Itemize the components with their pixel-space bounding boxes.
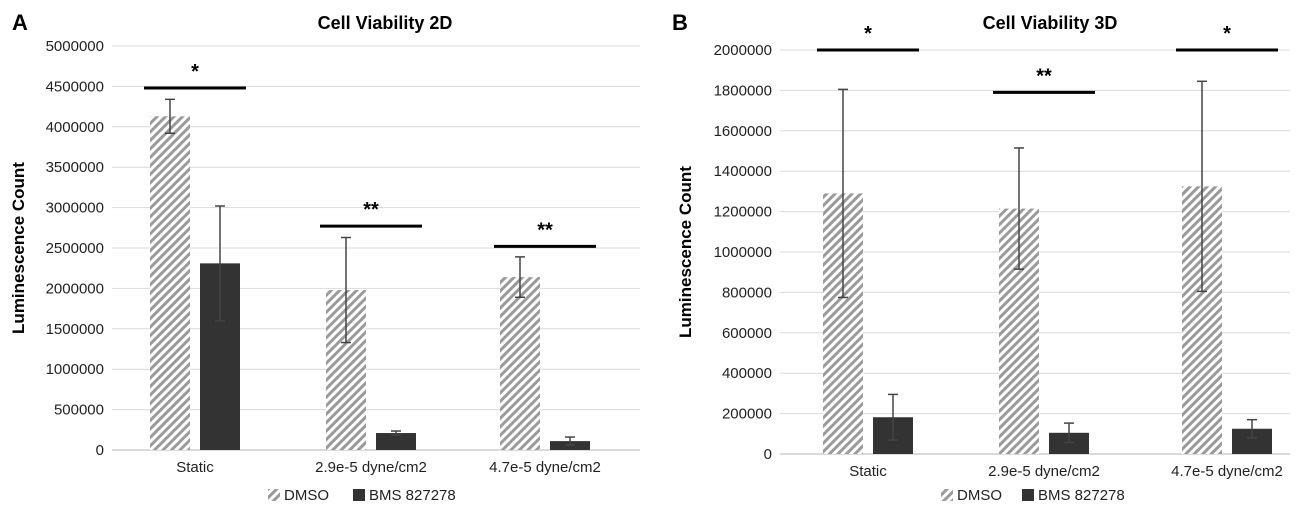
y-tick-label: 4500000 bbox=[46, 78, 104, 95]
y-tick-label: 2000000 bbox=[714, 42, 772, 59]
significance-label: * bbox=[864, 23, 872, 45]
error-bar-bms-0 bbox=[215, 205, 225, 322]
error-bar-dmso-0 bbox=[165, 98, 175, 135]
x-tick-label: Static bbox=[849, 463, 887, 480]
x-ticks-b: Static 2.9e-5 dyne/cm2 4.7e-5 dyne/cm2 bbox=[849, 463, 1283, 480]
y-tick-label: 1600000 bbox=[714, 123, 772, 140]
significance-a: ***** bbox=[144, 61, 596, 248]
legend-swatch-dmso bbox=[941, 489, 953, 501]
legend-label-dmso: DMSO bbox=[957, 487, 1002, 504]
y-tick-label: 4000000 bbox=[46, 119, 104, 136]
y-tick-label: 3000000 bbox=[46, 200, 104, 217]
bar-dmso-2 bbox=[500, 277, 540, 450]
bar-bms-1 bbox=[376, 433, 416, 450]
error-bar-dmso-2 bbox=[1197, 80, 1207, 293]
y-axis-label-a: Luminescence Count bbox=[9, 162, 28, 334]
y-tick-label: 5000000 bbox=[46, 38, 104, 55]
significance-label: * bbox=[1223, 23, 1231, 45]
error-bar-dmso-1 bbox=[341, 236, 351, 344]
error-bar-bms-2 bbox=[1247, 418, 1257, 439]
y-ticks-a: 0 500000 1000000 1500000 2000000 2500000 30000… bbox=[46, 38, 104, 459]
y-tick-label: 600000 bbox=[722, 325, 772, 342]
y-tick-label: 1200000 bbox=[714, 204, 772, 221]
significance-b: **** bbox=[817, 23, 1278, 94]
y-tick-label: 200000 bbox=[722, 406, 772, 423]
legend-b: DMSO BMS 827278 bbox=[941, 487, 1125, 504]
bars-b bbox=[823, 80, 1272, 455]
y-tick-label: 1000000 bbox=[714, 244, 772, 261]
panel-letter-a: A bbox=[12, 10, 28, 35]
error-bar-bms-1 bbox=[1064, 422, 1074, 444]
error-bar-dmso-2 bbox=[515, 256, 525, 299]
chart-panel-b: B Cell Viability 3D Luminescence Count 0… bbox=[672, 10, 1290, 504]
error-bar-bms-2 bbox=[565, 436, 575, 446]
legend-label-dmso: DMSO bbox=[284, 487, 329, 504]
y-tick-label: 2000000 bbox=[46, 280, 104, 297]
x-ticks-a: Static 2.9e-5 dyne/cm2 4.7e-5 dyne/cm2 bbox=[176, 459, 601, 476]
y-tick-label: 0 bbox=[96, 442, 104, 459]
y-axis-label-b: Luminescence Count bbox=[676, 166, 695, 338]
bars-a bbox=[150, 98, 590, 451]
legend-label-bms: BMS 827278 bbox=[1038, 487, 1125, 504]
y-tick-label: 400000 bbox=[722, 365, 772, 382]
y-tick-label: 1800000 bbox=[714, 82, 772, 99]
significance-label: ** bbox=[363, 199, 379, 221]
y-tick-label: 2500000 bbox=[46, 240, 104, 257]
y-ticks-b: 0 200000 400000 600000 800000 1000000 1200000 1… bbox=[714, 42, 772, 463]
chart-title-a: Cell Viability 2D bbox=[318, 13, 453, 33]
y-tick-label: 800000 bbox=[722, 284, 772, 301]
x-tick-label: 2.9e-5 dyne/cm2 bbox=[988, 463, 1100, 480]
legend-swatch-dmso bbox=[268, 489, 280, 501]
bar-bms-1 bbox=[1049, 432, 1089, 454]
error-bar-bms-0 bbox=[888, 393, 898, 441]
y-tick-label: 0 bbox=[764, 446, 772, 463]
x-tick-label: 2.9e-5 dyne/cm2 bbox=[315, 459, 427, 476]
y-tick-label: 3500000 bbox=[46, 159, 104, 176]
chart-panel-a: A Cell Viability 2D Luminescence Count 0… bbox=[9, 10, 640, 504]
x-tick-label: Static bbox=[176, 459, 214, 476]
legend-swatch-bms bbox=[353, 489, 365, 501]
x-tick-label: 4.7e-5 dyne/cm2 bbox=[489, 459, 601, 476]
legend-a: DMSO BMS 827278 bbox=[268, 487, 456, 504]
significance-label: * bbox=[191, 61, 199, 83]
y-tick-label: 1000000 bbox=[46, 361, 104, 378]
error-bar-dmso-0 bbox=[838, 88, 848, 299]
bar-dmso-0 bbox=[150, 116, 190, 451]
panel-letter-b: B bbox=[672, 10, 688, 35]
legend-label-bms: BMS 827278 bbox=[369, 487, 456, 504]
error-bar-bms-1 bbox=[391, 430, 401, 436]
significance-label: ** bbox=[1036, 65, 1052, 87]
x-tick-label: 4.7e-5 dyne/cm2 bbox=[1171, 463, 1283, 480]
legend-swatch-bms bbox=[1022, 489, 1034, 501]
significance-label: ** bbox=[537, 219, 553, 241]
error-bar-dmso-1 bbox=[1014, 147, 1024, 270]
gridlines-a bbox=[112, 45, 640, 451]
chart-title-b: Cell Viability 3D bbox=[983, 13, 1118, 33]
y-tick-label: 1500000 bbox=[46, 321, 104, 338]
y-tick-label: 500000 bbox=[54, 402, 104, 419]
y-tick-label: 1400000 bbox=[714, 163, 772, 180]
